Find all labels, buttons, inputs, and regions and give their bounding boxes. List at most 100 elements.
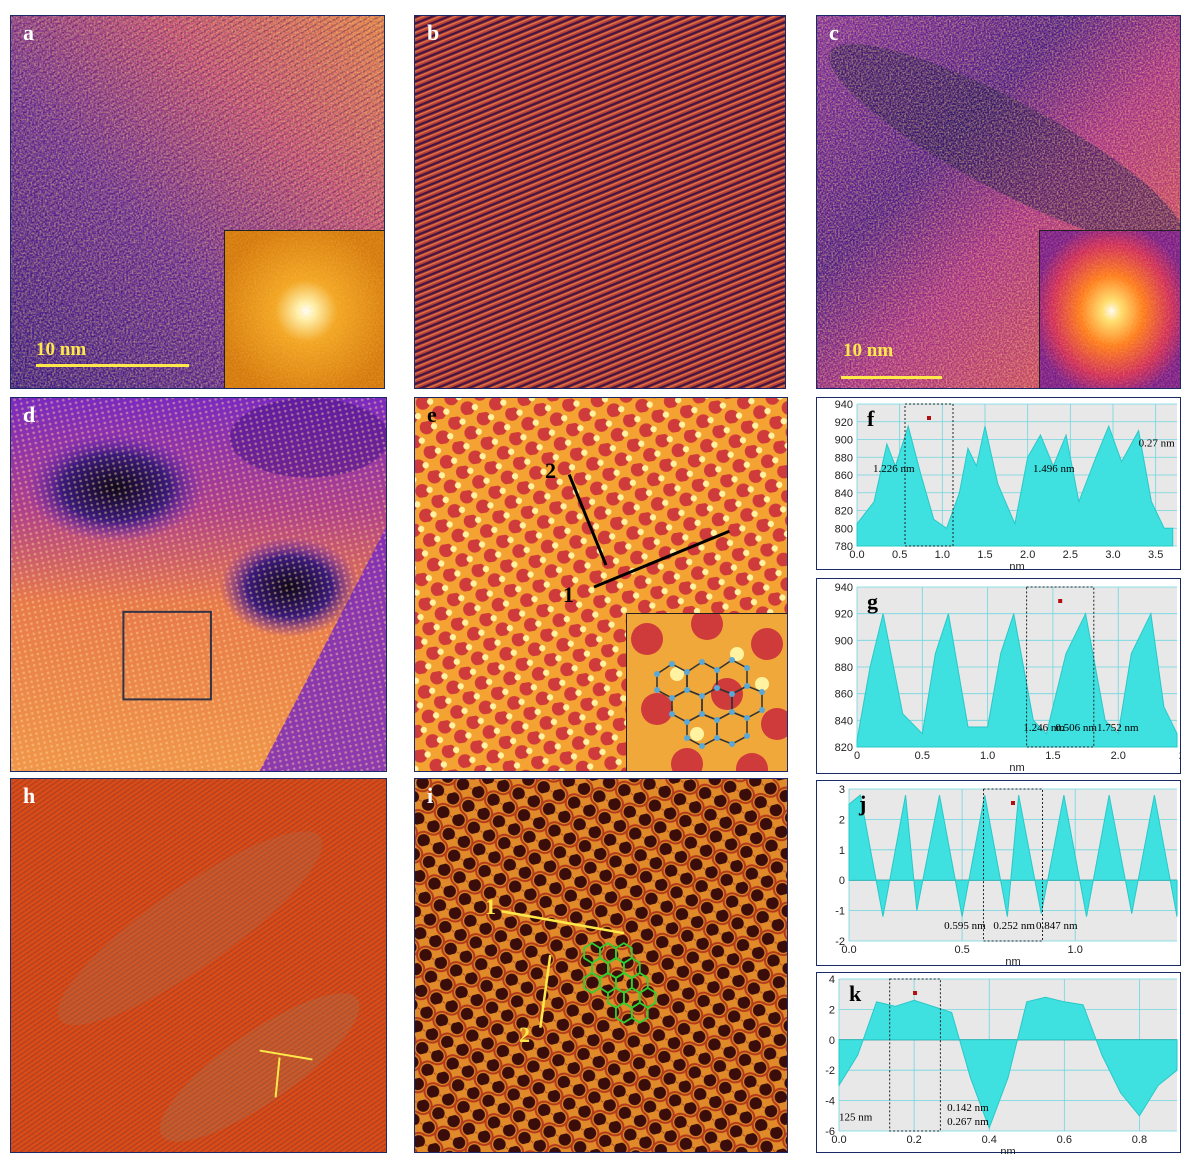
panel-b-filtered-image: b — [414, 15, 786, 389]
x-tick-label: 0.5 — [915, 750, 930, 762]
panel-c-label: c — [829, 20, 839, 45]
y-tick-label: 820 — [835, 506, 853, 518]
panel-a-fft-inset — [224, 230, 384, 388]
panel-k-chart: -6 -4 -2 0 2 4 0.0 0.2 0.4 0.6 0.8 0.142 nm 125 nm 0.… — [825, 974, 1178, 1154]
x-tick-label: 0.0 — [841, 944, 856, 956]
measurement-box — [904, 403, 954, 547]
cursor-marker — [927, 416, 931, 420]
panel-i-hexagon-overlay — [583, 942, 657, 1024]
panel-k-profile-graph: -6 -4 -2 0 2 4 0.0 0.2 0.4 0.6 0.8 0.142 nm 125 nm 0.… — [816, 972, 1181, 1154]
x-tick-label: 0.2 — [906, 1134, 921, 1146]
x-tick-label: 0.0 — [831, 1134, 846, 1146]
x-tick-label: 3.0 — [1105, 549, 1120, 561]
panel-e-lattice-image: e 2 1 — [414, 397, 788, 772]
panel-i-line-1-label: 1 — [485, 894, 496, 919]
panel-i-line-2 — [539, 954, 552, 1028]
y-tick-label: 4 — [829, 974, 835, 986]
panel-e-line-1-label: 1 — [563, 582, 574, 607]
y-tick-label: 860 — [835, 689, 853, 701]
measurement-annotation: 1.226 nm — [873, 463, 915, 475]
panel-e-line-1 — [593, 529, 730, 589]
measurement-annotation: 0.27 nm — [1139, 438, 1176, 450]
panel-i-lattice-image: i 1 2 — [414, 778, 788, 1153]
panel-f-profile-graph: 780 800 820 840 860 880 900 920 940 0.0 0.5 1.0 1.5 2… — [816, 397, 1181, 571]
y-tick-label: 0 — [829, 1035, 835, 1047]
panel-h-line-2 — [274, 1057, 281, 1098]
x-tick-label: 1.5 — [1045, 750, 1060, 762]
panel-j-chart: -2 -1 0 1 2 3 0.0 0.5 1.0 0.595 nm 0.252 nm 0.847 n… — [835, 784, 1178, 967]
y-tick-label: 3 — [839, 784, 845, 796]
x-tick-label: 2.0 — [1111, 750, 1126, 762]
measurement-annotation: 0.847 nm — [1036, 920, 1078, 932]
panel-j-profile-graph: -2 -1 0 1 2 3 0.0 0.5 1.0 0.595 nm 0.252 nm 0.847 n… — [816, 780, 1181, 967]
x-axis-label: nm — [1009, 561, 1024, 571]
cursor-marker — [1058, 599, 1063, 603]
y-tick-label: 2 — [839, 814, 845, 826]
panel-h-line-1 — [259, 1049, 313, 1061]
panel-h-stm-image: h — [10, 778, 387, 1153]
measurement-annotation: 0.595 nm — [944, 920, 986, 932]
panel-a-hrtem-image: a 10 nm — [10, 15, 385, 389]
y-tick-label: 900 — [835, 635, 853, 647]
y-tick-label: -2 — [825, 1065, 835, 1077]
profile-area — [848, 794, 1178, 917]
x-tick-label: 0.4 — [982, 1134, 997, 1146]
measurement-annotation: 125 nm — [839, 1111, 873, 1123]
x-tick-label: 2.0 — [1020, 549, 1035, 561]
x-tick-label: 1.5 — [977, 549, 992, 561]
x-tick-label: 2. — [1179, 750, 1181, 762]
y-tick-label: 840 — [835, 488, 853, 500]
y-tick-label: -1 — [835, 906, 845, 918]
y-tick-label: 940 — [835, 582, 853, 594]
panel-e-structure-model — [627, 614, 787, 771]
panel-g-chart: 820 840 860 880 900 920 940 0 0.5 1.0 1.5 2.0 2. 1.24… — [835, 582, 1181, 774]
panel-d-label: d — [23, 402, 36, 427]
y-tick-label: 820 — [835, 742, 853, 754]
panel-c-scale-bar — [841, 376, 942, 379]
x-tick-label: 1.0 — [1068, 944, 1083, 956]
y-tick-label: 2 — [829, 1004, 835, 1016]
x-tick-label: 0.5 — [954, 944, 969, 956]
panel-i-image — [415, 779, 787, 1152]
y-tick-label: 880 — [835, 452, 853, 464]
x-tick-label: 1.0 — [980, 750, 995, 762]
panel-d-stm-image: d — [10, 397, 387, 772]
panel-a-fft-image — [225, 231, 384, 388]
x-axis-label: nm — [1009, 762, 1024, 774]
panel-a-image — [11, 16, 384, 388]
y-tick-label: 840 — [835, 715, 853, 727]
y-tick-label: 880 — [835, 662, 853, 674]
panel-g-label: g — [867, 589, 878, 614]
panel-d-selection-box — [122, 610, 212, 701]
y-tick-label: -6 — [825, 1126, 835, 1138]
panel-e-structure-inset — [626, 613, 787, 771]
panel-e-line-2-label: 2 — [545, 458, 556, 483]
measurement-annotation: 1.752 nm — [1097, 722, 1139, 734]
x-tick-label: 0.8 — [1132, 1134, 1147, 1146]
y-tick-label: 900 — [835, 435, 853, 447]
panel-e-line-2 — [567, 474, 608, 566]
y-tick-label: 860 — [835, 470, 853, 482]
measurement-box — [1026, 586, 1095, 748]
measurement-annotation: 0.252 nm — [993, 920, 1035, 932]
x-tick-label: 1.0 — [935, 549, 950, 561]
x-tick-label: 0.5 — [892, 549, 907, 561]
panel-k-label: k — [849, 981, 862, 1006]
panel-i-line-1 — [501, 910, 625, 935]
cursor-marker — [1011, 801, 1015, 805]
panel-h-label: h — [23, 783, 36, 808]
cursor-marker — [913, 991, 918, 995]
panel-c-fft-inset — [1039, 230, 1180, 388]
measurement-box — [889, 978, 941, 1132]
panel-i-line-2-label: 2 — [519, 1022, 530, 1047]
panel-e-label: e — [427, 402, 437, 427]
panel-i-label: i — [427, 783, 434, 808]
profile-area — [838, 996, 1178, 1130]
panel-c-fft-image — [1040, 231, 1180, 388]
panel-a-scale-text: 10 nm — [36, 339, 87, 360]
panel-c-hrtem-image: c 10 nm — [816, 15, 1181, 389]
measurement-annotation: 1.496 nm — [1033, 463, 1075, 475]
y-tick-label: 920 — [835, 417, 853, 429]
x-axis-label: nm — [1000, 1146, 1015, 1154]
y-tick-label: 1 — [839, 845, 845, 857]
